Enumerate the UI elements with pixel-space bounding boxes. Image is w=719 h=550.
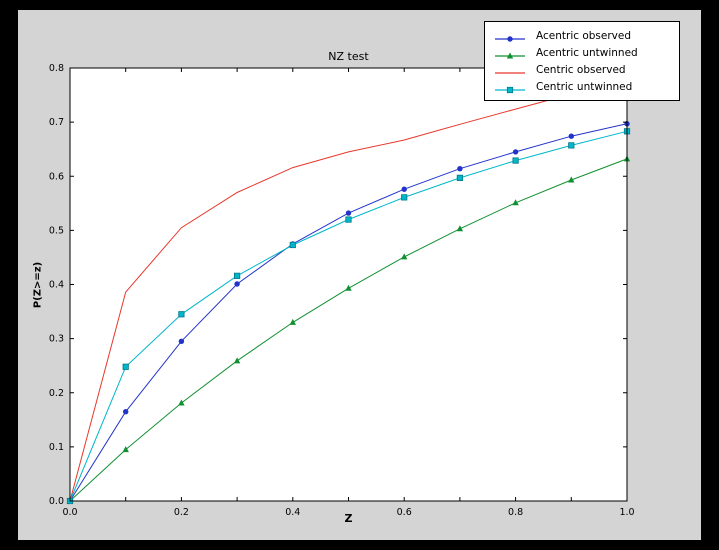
legend-item: Centric observed (493, 63, 669, 76)
svg-text:0.6: 0.6 (397, 507, 412, 518)
legend-label: Acentric untwinned (536, 46, 638, 59)
svg-text:0.7: 0.7 (49, 117, 64, 128)
svg-text:0.3: 0.3 (49, 334, 64, 345)
legend-swatch (493, 81, 527, 93)
legend-item: Acentric untwinned (493, 46, 669, 59)
legend-swatch (493, 64, 527, 76)
chart-title: NZ test (328, 50, 369, 63)
svg-text:0.4: 0.4 (49, 280, 64, 291)
svg-text:0.0: 0.0 (62, 507, 77, 518)
legend: Acentric observed Acentric untwinned Cen… (484, 21, 680, 101)
svg-text:0.6: 0.6 (49, 171, 64, 182)
legend-item: Acentric observed (493, 29, 669, 42)
legend-label: Centric untwinned (536, 80, 633, 93)
svg-text:0.1: 0.1 (49, 442, 64, 453)
svg-text:0.8: 0.8 (49, 63, 64, 74)
svg-text:0.4: 0.4 (285, 507, 300, 518)
legend-item: Centric untwinned (493, 80, 669, 93)
legend-swatch (493, 47, 527, 59)
legend-label: Centric observed (536, 63, 626, 76)
legend-label: Acentric observed (536, 29, 632, 42)
svg-text:0.2: 0.2 (174, 507, 189, 518)
x-axis-label: Z (344, 512, 353, 525)
svg-text:0.2: 0.2 (49, 388, 64, 399)
svg-text:1.0: 1.0 (619, 507, 634, 518)
figure-canvas: 0.0 0.2 0.4 0.6 0.8 1.0 0.0 0.1 0.2 0.3 0.4 0.5 0.6 0… (18, 10, 701, 540)
svg-text:0.8: 0.8 (508, 507, 523, 518)
plot-area: 0.0 0.2 0.4 0.6 0.8 1.0 0.0 0.1 0.2 0.3 0.4 0.5 0.6 0… (49, 63, 635, 518)
svg-text:0.0: 0.0 (49, 496, 64, 507)
legend-swatch (493, 30, 527, 42)
svg-text:0.5: 0.5 (49, 225, 64, 236)
y-axis-label: P(Z>=z) (32, 261, 44, 309)
